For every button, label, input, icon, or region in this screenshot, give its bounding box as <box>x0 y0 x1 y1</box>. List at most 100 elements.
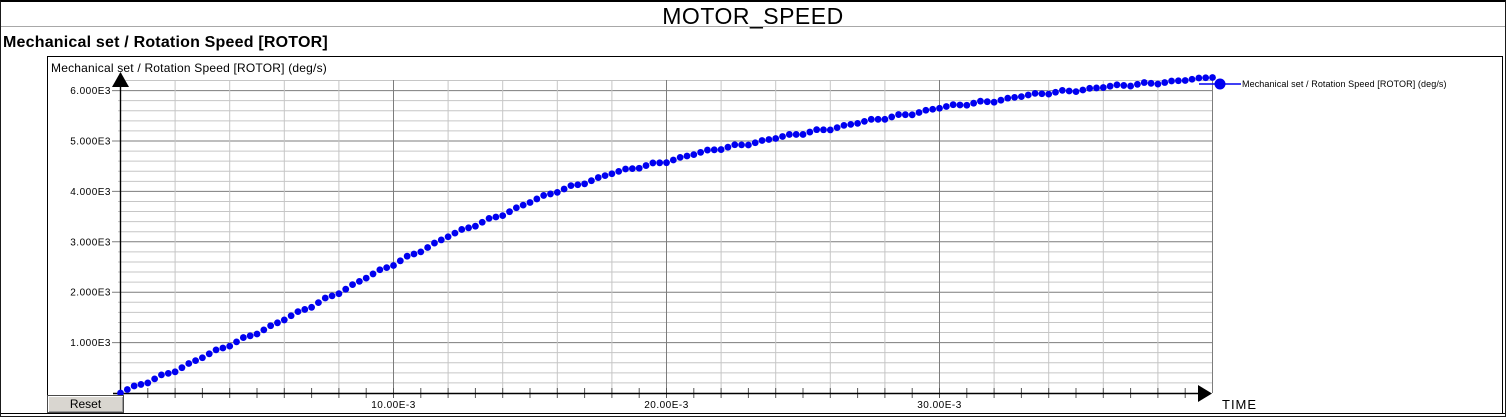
data-point <box>704 146 711 154</box>
data-point <box>1147 79 1155 87</box>
data-point <box>410 250 418 258</box>
data-point <box>444 233 452 241</box>
data-point <box>1072 88 1080 96</box>
data-point <box>301 306 309 313</box>
data-point <box>540 192 548 199</box>
data-point <box>396 257 404 265</box>
data-point <box>983 98 991 106</box>
data-point <box>1188 75 1196 83</box>
data-point <box>560 185 568 193</box>
data-point <box>799 131 807 138</box>
data-point <box>205 350 213 358</box>
data-point <box>226 342 234 350</box>
data-point <box>970 99 978 107</box>
data-point <box>178 364 186 372</box>
data-point <box>881 115 889 123</box>
data-point <box>826 126 834 134</box>
data-point <box>431 239 438 247</box>
data-point <box>478 218 486 226</box>
data-point <box>1018 93 1025 101</box>
x-axis-title: TIME <box>1222 397 1258 412</box>
legend: Mechanical set / Rotation Speed [ROTOR] … <box>1199 77 1447 91</box>
data-point <box>642 162 650 169</box>
data-point <box>1031 89 1039 97</box>
data-point <box>390 262 397 269</box>
data-point <box>683 152 691 160</box>
legend-label: Mechanical set / Rotation Speed [ROTOR] … <box>1242 79 1447 89</box>
data-point <box>1079 86 1087 94</box>
data-point <box>676 153 684 161</box>
data-point <box>622 165 629 173</box>
data-point <box>451 229 459 237</box>
data-point <box>349 281 356 289</box>
data-point <box>123 386 131 393</box>
data-point <box>424 244 432 251</box>
data-point <box>956 101 964 109</box>
data-point <box>458 226 466 233</box>
data-point <box>355 277 363 285</box>
data-point <box>437 236 445 244</box>
data-point <box>738 141 745 149</box>
y-axis-title: Mechanical set / Rotation Speed [ROTOR] … <box>51 61 327 75</box>
data-point <box>192 357 199 365</box>
panel-bottom-rule <box>1 413 1505 414</box>
data-point <box>601 172 609 180</box>
legend-marker-icon <box>1199 78 1241 90</box>
data-point <box>465 224 472 232</box>
data-point <box>533 195 541 203</box>
data-point <box>1011 94 1018 101</box>
data-point <box>942 103 950 110</box>
data-point <box>383 264 391 272</box>
data-point <box>512 204 520 212</box>
data-point <box>724 143 732 151</box>
data-point <box>212 346 220 354</box>
y-tick-label: 4.000E3 <box>70 187 111 198</box>
y-tick-label: 2.000E3 <box>70 288 111 299</box>
data-point <box>936 104 943 112</box>
data-point <box>977 97 984 105</box>
data-point <box>472 222 479 230</box>
data-point <box>369 270 377 278</box>
chart-panel <box>47 56 1503 414</box>
data-point <box>137 381 145 388</box>
data-point <box>376 266 384 274</box>
data-point <box>779 133 786 140</box>
title-separator <box>1 26 1505 27</box>
data-point <box>731 141 739 149</box>
reset-button[interactable]: Reset <box>47 395 124 413</box>
data-point <box>1099 84 1107 91</box>
data-point <box>239 334 247 341</box>
x-tick-label: 30.00E-3 <box>917 400 962 411</box>
data-point <box>758 137 766 144</box>
data-point <box>874 115 882 123</box>
data-point <box>117 389 124 397</box>
data-point <box>1058 86 1066 94</box>
data-point <box>499 212 507 219</box>
data-point <box>1045 90 1053 98</box>
data-point <box>151 375 159 383</box>
data-point <box>246 332 254 340</box>
data-point <box>608 170 616 178</box>
data-point <box>785 131 793 138</box>
data-point <box>1168 77 1175 85</box>
data-point <box>574 181 582 189</box>
data-point <box>833 124 841 132</box>
data-point <box>581 180 588 188</box>
data-point <box>1038 90 1046 98</box>
data-point <box>1174 77 1182 85</box>
data-point <box>690 151 698 159</box>
data-point <box>1202 74 1210 82</box>
data-point <box>1195 74 1203 82</box>
data-point <box>1134 80 1141 88</box>
data-point <box>615 167 623 175</box>
data-point <box>274 319 281 327</box>
x-tick-label: 20.00E-3 <box>644 400 689 411</box>
data-point <box>158 371 165 379</box>
data-point <box>1106 82 1114 90</box>
data-point <box>717 146 725 153</box>
data-point <box>813 126 821 134</box>
signal-heading: Mechanical set / Rotation Speed [ROTOR] <box>3 34 328 51</box>
data-point <box>1120 82 1128 89</box>
